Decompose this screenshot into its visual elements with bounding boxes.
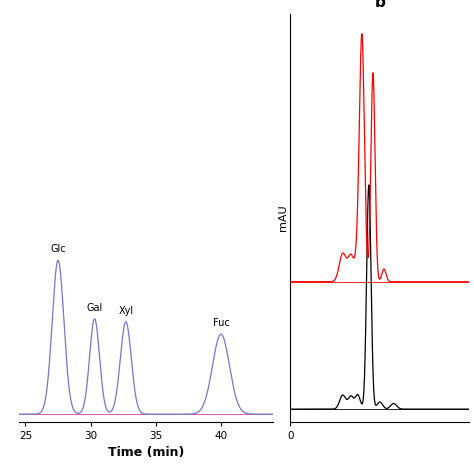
- Text: Glc: Glc: [50, 244, 66, 254]
- Text: b: b: [374, 0, 385, 10]
- Text: Fuc: Fuc: [213, 318, 229, 328]
- Text: Gal: Gal: [86, 302, 103, 313]
- X-axis label: Time (min): Time (min): [108, 447, 184, 459]
- Text: Xyl: Xyl: [118, 306, 133, 316]
- Y-axis label: mAU: mAU: [278, 205, 288, 231]
